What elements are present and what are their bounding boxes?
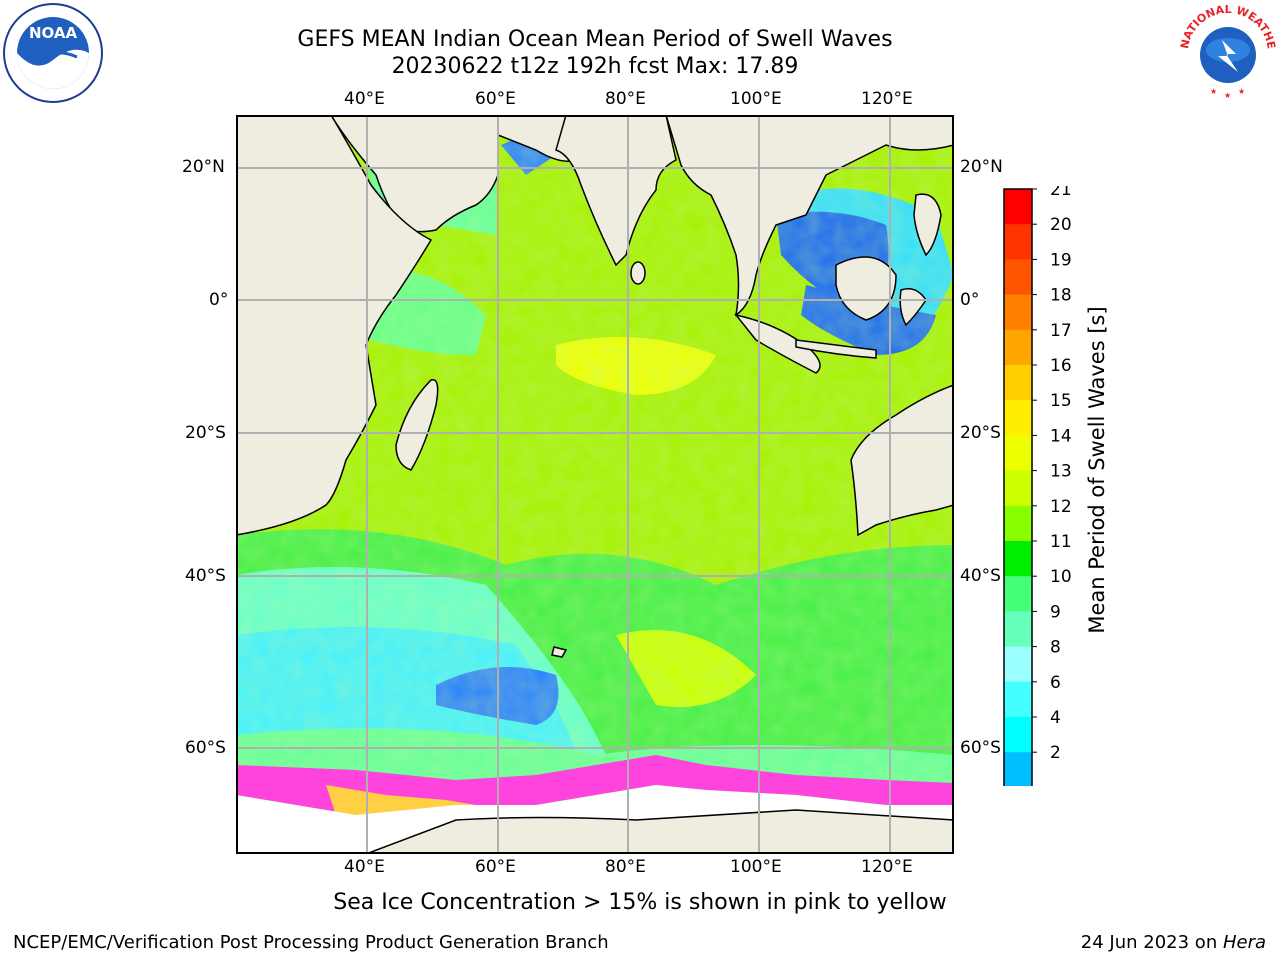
colorbar-tick-label: 13 (1050, 462, 1072, 482)
generation-date-text: 24 Jun 2023 on (1080, 932, 1223, 953)
colorbar-tick-label: 16 (1050, 356, 1072, 376)
lat-tick-right-60s: 60°S (960, 738, 1001, 758)
lon-tick-bottom-40: 40°E (344, 857, 385, 877)
lat-tick-right-20s: 20°S (960, 423, 1001, 443)
nws-logo: NATIONAL WEATHER SERVICE ★ ★ ★ (1172, 0, 1280, 104)
lat-tick-left-60s: 60°S (185, 738, 226, 758)
colorbar-segment (1004, 681, 1032, 718)
swell-period-map (236, 115, 954, 854)
map-title: GEFS MEAN Indian Ocean Mean Period of Sw… (297, 27, 893, 52)
colorbar-tick-label: 10 (1050, 567, 1072, 587)
colorbar-segment (1004, 294, 1032, 331)
colorbar-tick-label: 14 (1050, 426, 1072, 446)
lon-tick-top-60: 60°E (475, 89, 516, 109)
generation-date: 24 Jun 2023 on Hera (1081, 932, 1266, 953)
map-subtitle: 20230622 t12z 192h fcst Max: 17.89 (391, 54, 799, 79)
colorbar-segment (1004, 365, 1032, 401)
colorbar-segment (1004, 646, 1032, 683)
lat-tick-left-20s: 20°S (185, 423, 226, 443)
colorbar-segment (1004, 224, 1032, 260)
lon-tick-bottom-120: 120°E (861, 857, 913, 877)
colorbar-segment (1004, 470, 1032, 507)
lon-tick-top-80: 80°E (605, 89, 646, 109)
colorbar-tick-label: 20 (1050, 215, 1072, 235)
svg-text:★: ★ (1210, 87, 1217, 96)
host-name: Hera (1222, 932, 1266, 953)
colorbar-tick-label: 11 (1050, 532, 1072, 552)
lon-tick-top-120: 120°E (861, 89, 913, 109)
lon-tick-bottom-60: 60°E (475, 857, 516, 877)
colorbar-tick-label: 18 (1050, 286, 1072, 306)
colorbar-label: Mean Period of Swell Waves [s] (1085, 306, 1109, 634)
sea-ice-caption: Sea Ice Concentration > 15% is shown in … (333, 890, 947, 915)
colorbar-tick-label: 8 (1050, 638, 1061, 658)
colorbar-tick-label: 9 (1050, 602, 1061, 622)
svg-text:★: ★ (1238, 87, 1245, 96)
lon-tick-bottom-80: 80°E (605, 857, 646, 877)
producer-credit: NCEP/EMC/Verification Post Processing Pr… (13, 932, 609, 953)
colorbar-segment (1004, 505, 1032, 542)
lon-tick-top-100: 100°E (730, 89, 782, 109)
lat-tick-left-40s: 40°S (185, 566, 226, 586)
lat-tick-right-40s: 40°S (960, 566, 1001, 586)
lon-tick-top-40: 40°E (344, 89, 385, 109)
lat-tick-left-0: 0° (209, 290, 229, 310)
noaa-logo: NOAA (2, 2, 104, 104)
lat-tick-right-0: 0° (960, 290, 980, 310)
colorbar-segment (1004, 717, 1032, 753)
colorbar-segment (1004, 611, 1032, 648)
colorbar-tick-label: 4 (1050, 708, 1061, 728)
colorbar: 21 20 19 18 17 16 15 14 13 12 11 10 9 8 6 4 2 (1000, 180, 1080, 853)
svg-text:NOAA: NOAA (29, 24, 78, 42)
lon-tick-bottom-100: 100°E (730, 857, 782, 877)
colorbar-segment (1004, 259, 1032, 296)
lat-tick-left-20n: 20°N (182, 157, 225, 177)
colorbar-segment (1004, 752, 1032, 788)
svg-text:★: ★ (1224, 91, 1231, 100)
colorbar-segment (1004, 400, 1032, 436)
colorbar-segment (1004, 329, 1032, 366)
colorbar-tick-label: 19 (1050, 250, 1072, 270)
colorbar-tick-label: 15 (1050, 391, 1072, 411)
colorbar-tick-label: 6 (1050, 673, 1061, 693)
colorbar-segment (1004, 189, 1032, 225)
colorbar-segment (1004, 541, 1032, 577)
colorbar-segment (1004, 576, 1032, 612)
colorbar-tick-label: 2 (1050, 743, 1061, 763)
colorbar-tick-label: 17 (1050, 321, 1072, 341)
colorbar-segment (1004, 435, 1032, 472)
lat-tick-right-20n: 20°N (960, 157, 1003, 177)
colorbar-tick-label: 21 (1050, 186, 1072, 200)
colorbar-tick-label: 12 (1050, 497, 1072, 517)
